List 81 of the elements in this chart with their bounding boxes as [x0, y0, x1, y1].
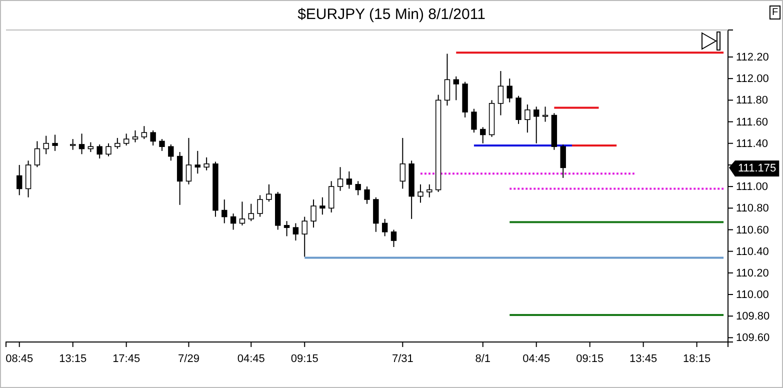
candlestick — [186, 137, 192, 185]
candlestick — [70, 138, 76, 150]
candlestick — [43, 135, 49, 155]
candlestick — [25, 160, 32, 198]
candlestick — [34, 140, 40, 168]
candlestick — [346, 170, 352, 190]
candlestick — [471, 108, 477, 134]
candlestick — [453, 76, 459, 101]
candlestick — [524, 104, 530, 134]
chart-title: $EURJPY (15 Min) 8/1/2011 — [298, 6, 486, 23]
candlestick — [364, 186, 370, 204]
candlestick — [88, 142, 94, 152]
y-tick-label: 110.40 — [736, 246, 769, 258]
price-tag: 111.175 — [729, 160, 780, 176]
candlestick — [159, 138, 165, 152]
x-tick-label: 7/29 — [178, 353, 200, 366]
x-tick-label: 04:45 — [237, 353, 265, 366]
candlestick — [498, 70, 504, 116]
candlestick — [132, 130, 138, 143]
candlestick — [534, 106, 540, 144]
candlestick — [150, 130, 156, 146]
candlestick — [310, 198, 316, 228]
y-tick-label: 110.80 — [736, 202, 769, 215]
candlestick — [516, 95, 522, 124]
x-tick-label: 09:15 — [576, 353, 604, 366]
candlestick — [320, 196, 326, 216]
y-tick-label: 111.40 — [736, 138, 768, 150]
candlestick — [230, 213, 236, 230]
candlestick — [106, 142, 112, 157]
candlestick — [400, 137, 406, 190]
x-tick-label: 09:15 — [290, 353, 318, 366]
candlestick — [373, 196, 379, 232]
candlestick — [52, 134, 58, 152]
candlestick — [390, 229, 397, 248]
candlestick — [78, 133, 85, 155]
candlestick — [337, 166, 344, 192]
y-tick-label: 111.00 — [736, 181, 768, 194]
candlestick — [114, 137, 120, 150]
candlestick — [284, 220, 290, 237]
y-tick-label: 110.20 — [736, 267, 769, 280]
candlestick — [16, 164, 22, 196]
candlestick — [194, 150, 200, 174]
candlestick — [444, 53, 450, 106]
candlestick — [302, 216, 308, 258]
x-tick-label: 13:45 — [630, 353, 658, 366]
candlestick — [222, 198, 228, 224]
candlestick — [382, 218, 388, 237]
candlestick — [506, 78, 512, 103]
x-tick-label: 13:15 — [59, 353, 87, 366]
y-tick-label: 109.60 — [736, 332, 770, 344]
candlestick — [355, 180, 361, 196]
button-label: F — [769, 6, 781, 20]
candlestick — [204, 156, 210, 171]
y-tick-label: 109.80 — [736, 310, 770, 323]
x-tick-label: 18:15 — [683, 353, 711, 366]
y-tick-label: 111.80 — [736, 94, 768, 107]
y-tick-label: 112.20 — [736, 52, 769, 64]
candlestick — [266, 184, 272, 202]
x-tick-label: 17:45 — [112, 353, 140, 366]
x-tick-label: 04:45 — [522, 353, 550, 366]
y-tick-label: 110.00 — [736, 289, 769, 302]
candlestick — [560, 144, 566, 178]
candlestick — [418, 184, 424, 204]
candlestick — [248, 203, 254, 222]
x-tick-label: 8/1 — [475, 353, 491, 366]
candlestick — [257, 194, 263, 218]
x-tick-label: 08:45 — [6, 353, 34, 366]
candlestick — [292, 222, 299, 242]
candlestick — [426, 184, 432, 198]
candlestick — [542, 106, 548, 122]
candlestick — [328, 180, 334, 213]
y-tick-label: 110.60 — [736, 224, 769, 236]
candlestick — [96, 144, 102, 159]
x-tick-label: 7/31 — [392, 353, 414, 366]
candlestick — [141, 126, 148, 140]
candlestick — [168, 144, 174, 162]
candlestick — [123, 133, 130, 146]
y-tick-label: 112.00 — [736, 73, 769, 86]
candlestick — [480, 126, 486, 144]
y-tick-label: 111.60 — [736, 116, 768, 128]
candlestick — [239, 201, 246, 226]
